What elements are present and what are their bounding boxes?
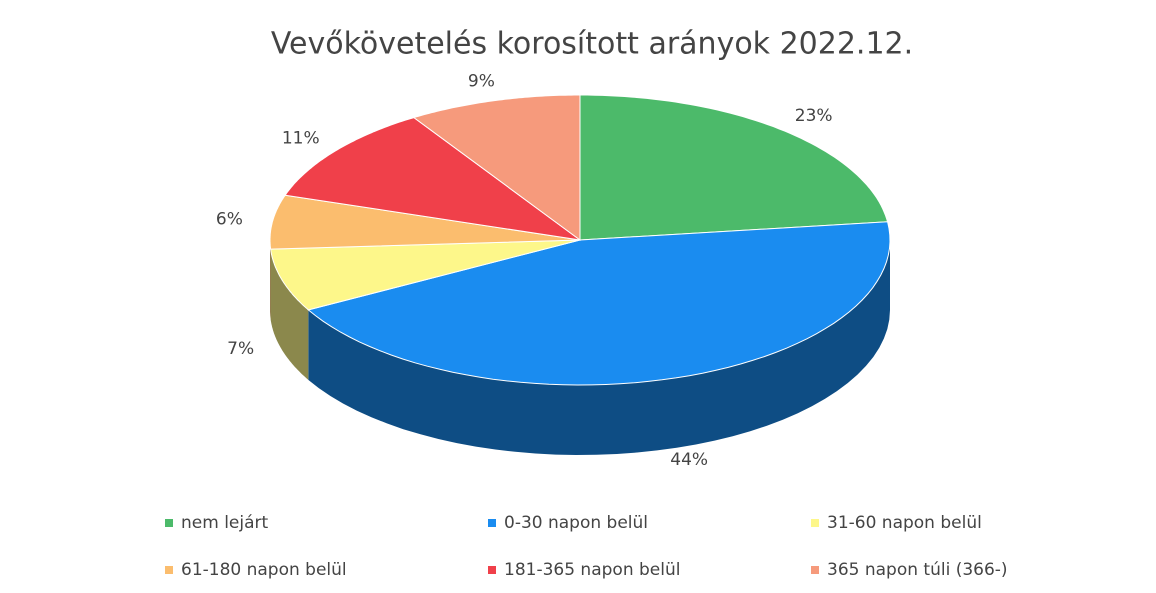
data-label: 6% (216, 209, 243, 229)
pie-sides (270, 240, 890, 455)
pie-slice (269, 194, 581, 250)
pie-slice (270, 239, 581, 311)
chart-title: Vevőkövetelés korosított arányok 2022.12… (271, 27, 913, 62)
pie-side (270, 249, 309, 380)
pie-slice (307, 221, 891, 386)
legend-label: 31-60 napon belül (827, 513, 982, 533)
pie-side (308, 240, 890, 455)
pie-slice (284, 117, 581, 241)
legend-label: 365 napon túli (366-) (827, 560, 1008, 580)
legend-swatch (488, 519, 496, 527)
legend-swatch (165, 566, 173, 574)
legend-label: 61-180 napon belül (181, 560, 347, 580)
legend: nem lejárt 0-30 napon belül 31-60 napon be… (165, 513, 1008, 580)
pie-tops (269, 94, 891, 386)
legend-swatch (811, 519, 819, 527)
data-label: 11% (282, 129, 320, 149)
data-label: 9% (468, 71, 495, 91)
legend-label: 0-30 napon belül (504, 513, 648, 533)
legend-label: 181-365 napon belül (504, 560, 680, 580)
legend-swatch (488, 566, 496, 574)
data-label: 7% (227, 339, 254, 359)
legend-swatch (165, 519, 173, 527)
legend-swatch (811, 566, 819, 574)
labels: 23% 44% 7% 6% 11% 9% (216, 71, 833, 470)
legend-label: nem lejárt (181, 513, 269, 533)
data-label: 44% (670, 450, 708, 470)
data-label: 23% (795, 106, 833, 126)
pie-slice (579, 94, 889, 241)
pie-slice (412, 94, 581, 241)
pie-side (270, 240, 271, 320)
